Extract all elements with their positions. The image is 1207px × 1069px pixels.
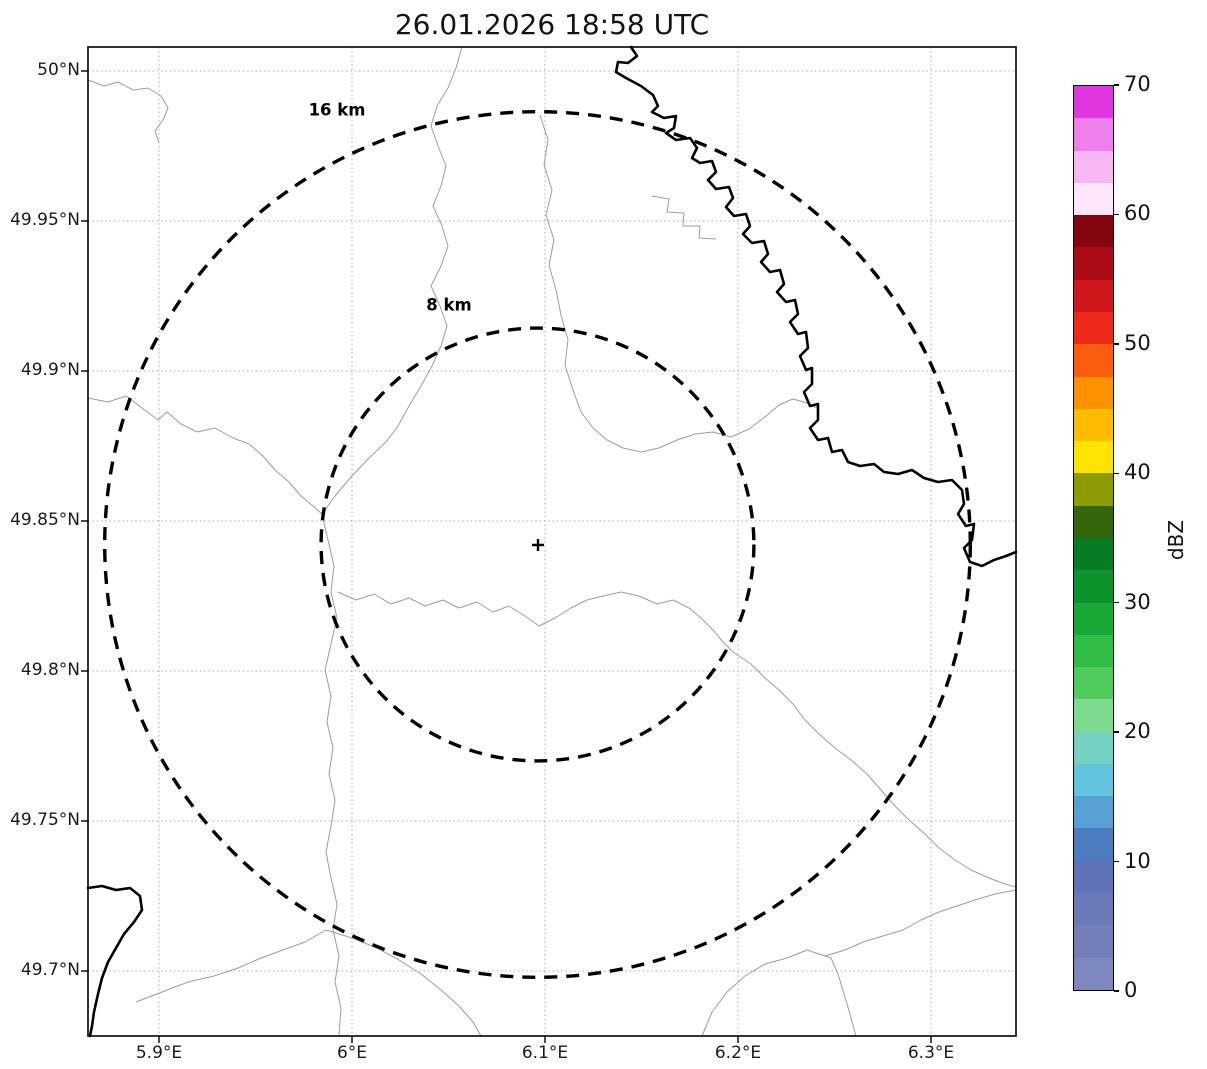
colorbar-segment [1074, 473, 1113, 506]
colorbar-segment [1074, 441, 1113, 474]
colorbar-segment [1074, 570, 1113, 603]
colorbar-segment [1074, 957, 1113, 990]
colorbar-tick-label: 50 [1124, 330, 1151, 355]
admin-boundary-path [321, 513, 342, 1037]
range-ring-label: 8 km [426, 295, 472, 315]
colorbar-tick-mark [1114, 213, 1119, 216]
admin-boundary-path [701, 889, 1017, 1037]
colorbar-segment [1074, 699, 1113, 732]
colorbar-segment [1074, 763, 1113, 797]
lat-tick-label: 49.7°N [20, 960, 80, 980]
admin-boundary-path [732, 651, 1017, 888]
colorbar-tick-mark [1114, 602, 1119, 604]
colorbar-segment [1074, 505, 1113, 538]
colorbar-segment [1074, 828, 1113, 861]
colorbar-segment [1074, 925, 1113, 958]
colorbar-segment [1074, 634, 1113, 668]
colorbar-segment [1074, 182, 1113, 216]
colorbar-tick-label: 40 [1124, 460, 1151, 485]
colorbar-tick-label: 30 [1124, 589, 1151, 614]
colorbar-segment [1074, 118, 1113, 151]
figure-title: 26.01.2026 18:58 UTC [394, 8, 710, 41]
admin-boundary-path [135, 929, 327, 1003]
colorbar-tick-label: 20 [1124, 719, 1151, 744]
colorbar-tick-label: 70 [1124, 72, 1151, 96]
colorbar-tick-mark [1114, 472, 1119, 474]
range-ring-16km [103, 110, 972, 979]
colorbar-segment [1074, 150, 1113, 183]
colorbar-segment [1074, 344, 1113, 377]
national-border-river-path [614, 45, 1018, 568]
colorbar-segment [1074, 602, 1113, 635]
admin-boundary-path [321, 46, 463, 515]
colorbar-segment [1074, 247, 1113, 280]
admin-boundary-path [87, 79, 169, 144]
colorbar-segment [1074, 537, 1113, 571]
colorbar-tick-mark [1114, 84, 1119, 86]
colorbar-tick-mark [1114, 343, 1119, 345]
admin-boundary-path [539, 114, 820, 453]
lat-tick-label: 49.8°N [20, 660, 80, 680]
range-rings [103, 110, 972, 979]
colorbar-segment [1074, 893, 1113, 926]
admin-boundary-path [651, 195, 717, 240]
lat-tick-label: 49.85°N [10, 510, 80, 530]
colorbar-segment [1074, 796, 1113, 829]
range-ring-8km [319, 326, 756, 763]
admin-boundary-path [824, 955, 857, 1037]
colorbar [1073, 85, 1114, 991]
lon-tick-label: 6.2°E [714, 1043, 762, 1063]
colorbar-tick-mark [1114, 731, 1119, 733]
admin-boundaries [87, 46, 1017, 1037]
colorbar-unit-label: dBZ [1164, 519, 1188, 561]
map-frame [87, 46, 1017, 1037]
lat-tick-label: 50°N [37, 60, 80, 80]
colorbar-segment [1074, 376, 1113, 409]
radar-site-marker [532, 539, 544, 551]
national-border-southwest-path [86, 884, 144, 1038]
grid-lines [88, 47, 1016, 1036]
lat-tick-label: 49.9°N [20, 360, 80, 380]
colorbar-tick-mark [1114, 860, 1119, 863]
colorbar-tick-label: 10 [1124, 848, 1151, 873]
national-border [86, 45, 1018, 1038]
admin-boundary-path [337, 591, 734, 653]
lat-tick-label: 49.95°N [10, 210, 80, 230]
colorbar-segment [1074, 731, 1113, 764]
admin-boundary-path [325, 929, 482, 1037]
admin-boundary-path [87, 395, 323, 515]
colorbar-segment [1074, 279, 1113, 312]
lon-tick-label: 6.1°E [521, 1043, 569, 1063]
colorbar-segment [1074, 667, 1113, 700]
lon-tick-label: 6.3°E [907, 1043, 955, 1063]
colorbar-segment [1074, 86, 1113, 119]
axis-tick-marks [81, 70, 932, 1043]
range-ring-label: 16 km [308, 100, 366, 120]
colorbar-segment [1074, 408, 1113, 442]
colorbar-tick-label: 60 [1124, 201, 1151, 226]
colorbar-segment [1074, 311, 1113, 345]
colorbar-segment [1074, 215, 1113, 248]
colorbar-tick-label: 0 [1124, 978, 1138, 1002]
lon-tick-label: 6°E [336, 1043, 368, 1063]
lat-tick-label: 49.75°N [10, 810, 80, 830]
lon-tick-label: 5.9°E [135, 1043, 183, 1063]
colorbar-tick-mark [1114, 990, 1119, 992]
colorbar-segment [1074, 860, 1113, 894]
